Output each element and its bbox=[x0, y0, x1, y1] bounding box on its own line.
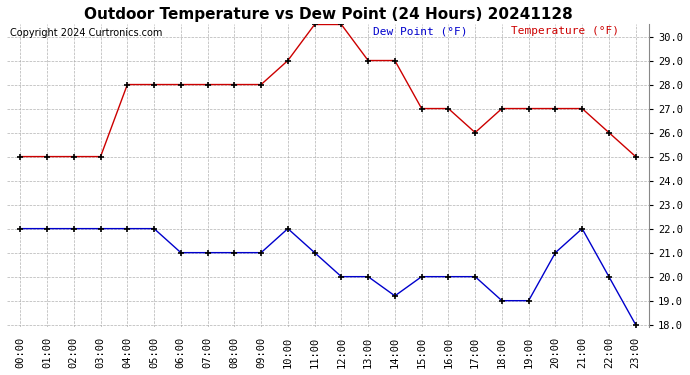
Text: Copyright 2024 Curtronics.com: Copyright 2024 Curtronics.com bbox=[10, 28, 163, 38]
Title: Outdoor Temperature vs Dew Point (24 Hours) 20241128: Outdoor Temperature vs Dew Point (24 Hou… bbox=[83, 7, 573, 22]
Text: Dew Point (°F): Dew Point (°F) bbox=[373, 26, 467, 36]
Text: Temperature (°F): Temperature (°F) bbox=[511, 26, 619, 36]
